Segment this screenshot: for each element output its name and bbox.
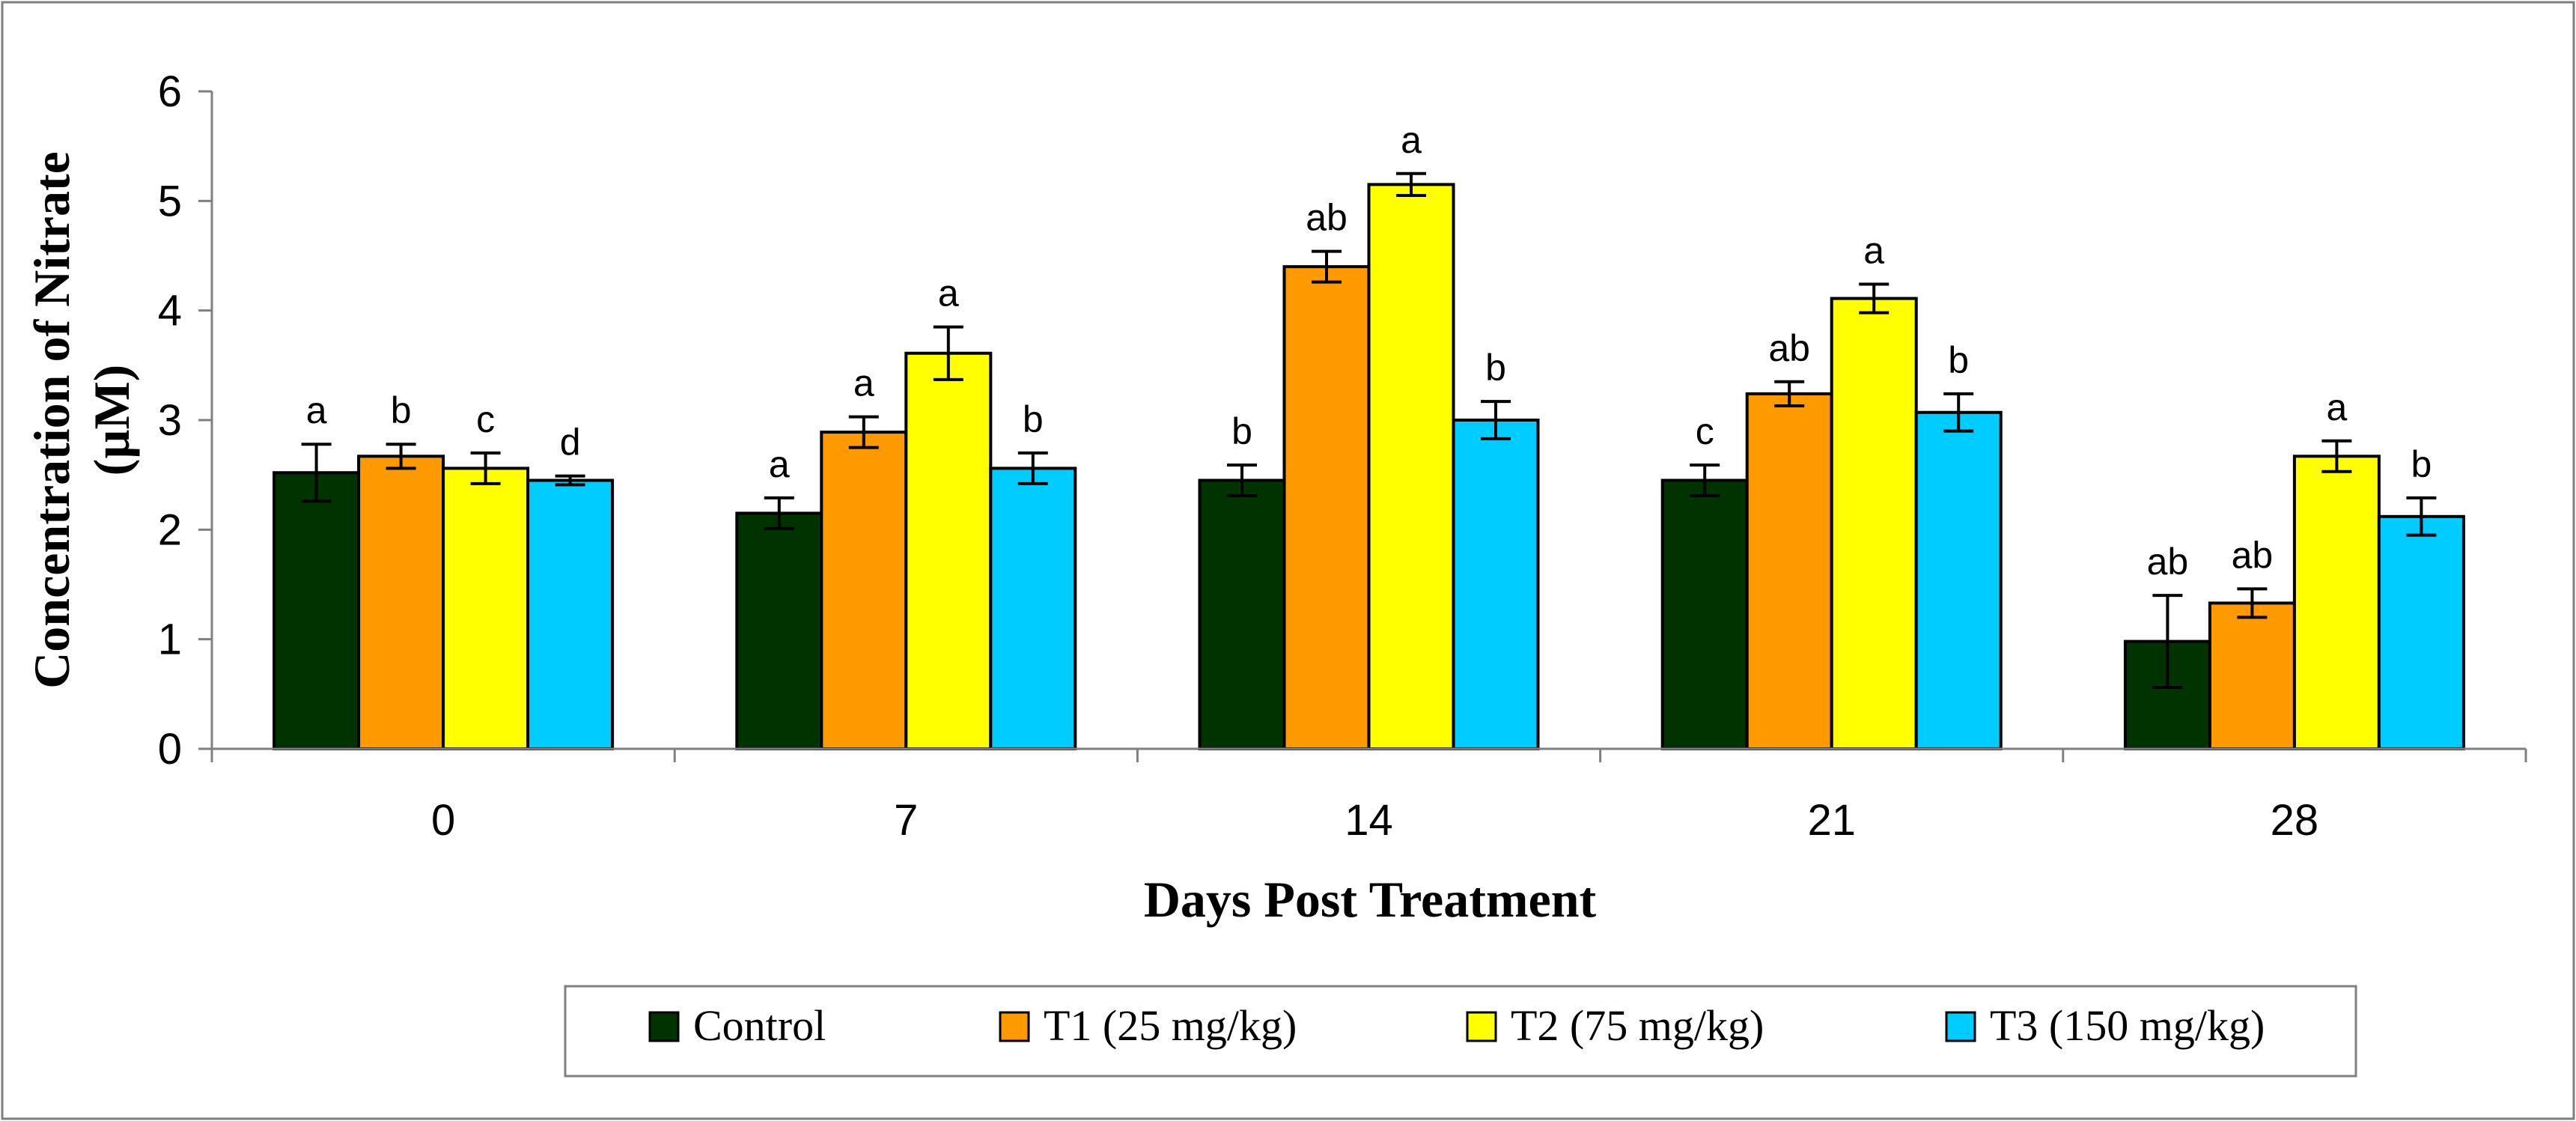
bar [1660, 479, 1749, 750]
error-bar [2237, 587, 2268, 619]
error-bar [1690, 463, 1720, 497]
error-bar [1017, 451, 1048, 485]
significance-label: c [1696, 410, 1714, 452]
error-bar [1227, 463, 1257, 497]
legend-swatch [1466, 1011, 1497, 1042]
significance-label: a [306, 389, 327, 431]
significance-label: ab [1306, 197, 1348, 239]
error-bar [1774, 380, 1805, 407]
error-bar [555, 474, 585, 487]
legend-label: T1 (25 mg/kg) [1044, 1001, 1297, 1050]
significance-label: a [769, 443, 790, 485]
error-bar [2321, 439, 2352, 473]
legend: Control T1 (25 mg/kg) T2 (75 mg/kg) T3 (150… [564, 985, 2357, 1078]
significance-label: a [853, 362, 874, 404]
legend-swatch [999, 1011, 1030, 1042]
significance-label: b [391, 389, 412, 431]
bar [1745, 392, 1833, 750]
x-tick-label: 21 [1807, 796, 1856, 845]
y-axis-unit: (µM) [83, 365, 140, 476]
legend-swatch [1945, 1011, 1976, 1042]
significance-label: a [1863, 230, 1884, 272]
legend-label: T2 (75 mg/kg) [1511, 1001, 1764, 1050]
x-tick-label: 7 [894, 796, 918, 845]
bar [904, 351, 993, 750]
significance-label: b [1948, 339, 1969, 381]
significance-label: b [1485, 347, 1506, 389]
bar [526, 479, 615, 750]
bar [2377, 514, 2465, 750]
bar [735, 511, 823, 751]
legend-swatch [648, 1011, 680, 1042]
y-tick-label: 3 [158, 396, 182, 445]
y-axis-title: Concentration of Nitrate [23, 151, 80, 689]
error-bar [301, 443, 332, 503]
bar [272, 471, 361, 750]
x-tick-label: 14 [1345, 796, 1393, 845]
bar [1452, 419, 1540, 750]
error-bars-layer [301, 171, 2437, 690]
error-bar [1859, 282, 1890, 315]
bar [2292, 455, 2381, 750]
significance-label: ab [2232, 534, 2274, 576]
error-bar [848, 415, 879, 449]
x-tick-label: 0 [431, 796, 455, 845]
legend-box [564, 985, 2357, 1078]
y-tick-label: 2 [158, 505, 182, 554]
x-tick-label: 28 [2271, 796, 2319, 845]
y-ticks: 0 1 2 3 4 5 6 [158, 67, 212, 774]
y-tick-label: 6 [158, 67, 182, 116]
x-ticks: 0 7 14 21 28 [210, 749, 2527, 845]
significance-label: a [1401, 119, 1422, 161]
error-bar [386, 443, 416, 470]
bar [1198, 479, 1286, 750]
legend-label: T3 (150 mg/kg) [1990, 1001, 2265, 1050]
error-bar [470, 451, 501, 485]
y-tick-label: 4 [158, 287, 182, 335]
x-axis-title: Days Post Treatment [1144, 871, 1597, 928]
significance-label: b [1231, 410, 1252, 452]
significance-label: ab [2147, 541, 2189, 583]
error-bar [2152, 594, 2183, 690]
bar [442, 467, 530, 750]
significance-label: c [476, 398, 495, 440]
bar [820, 431, 908, 750]
significance-label: d [560, 422, 581, 464]
bar [2208, 601, 2296, 750]
error-bar [764, 496, 794, 530]
significance-label: a [938, 273, 959, 315]
error-bar [1481, 400, 1511, 440]
legend-label: Control [693, 1001, 826, 1050]
y-tick-label: 1 [158, 616, 182, 664]
error-bar [2406, 496, 2437, 537]
error-bar [1943, 392, 1974, 433]
bar [1282, 265, 1371, 750]
error-bar [1396, 171, 1426, 198]
bar [1914, 410, 2003, 750]
y-tick-label: 5 [158, 177, 182, 225]
legend-items: Control T1 (25 mg/kg) T2 (75 mg/kg) T3 (150… [648, 1001, 2265, 1050]
significance-label: b [1023, 398, 1044, 440]
bar [989, 467, 1077, 750]
significance-label: b [2411, 443, 2432, 485]
error-bar [1312, 249, 1342, 284]
significance-label: a [2326, 386, 2347, 428]
bar [1830, 297, 1918, 750]
bar [357, 455, 445, 750]
y-tick-label: 0 [158, 725, 182, 774]
error-bar [933, 325, 963, 381]
bar [1367, 183, 1455, 750]
significance-label: ab [1768, 327, 1810, 369]
